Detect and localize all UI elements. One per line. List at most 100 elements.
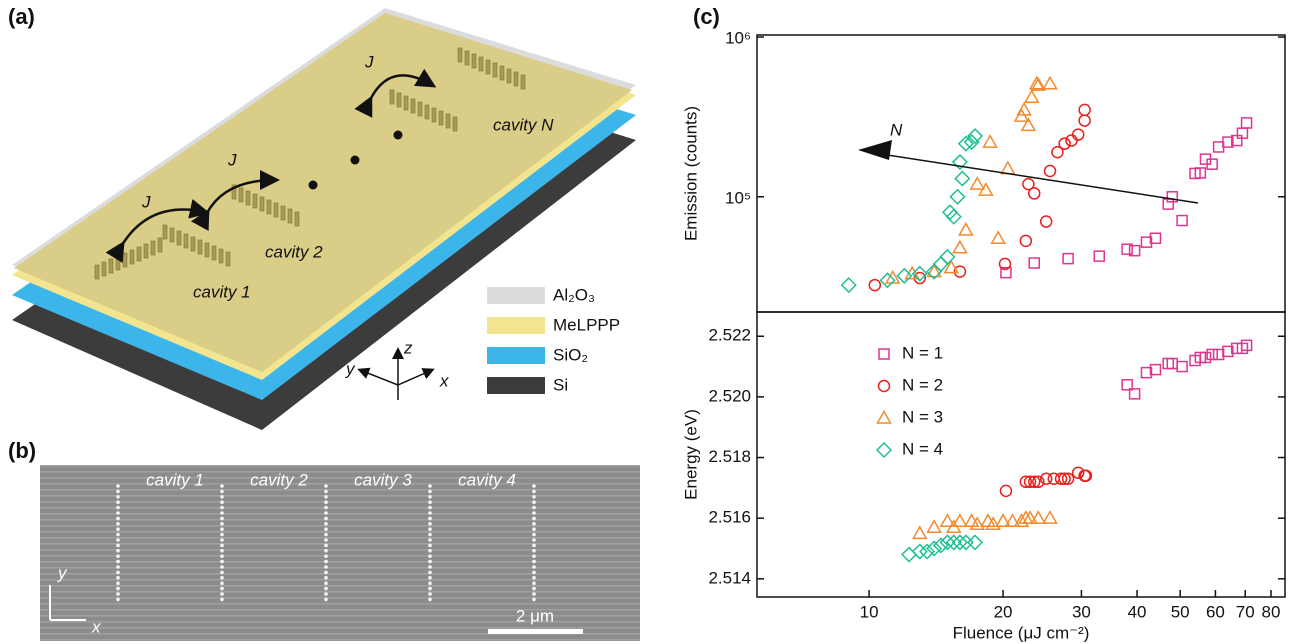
- hole: [428, 495, 432, 499]
- marker: [957, 135, 974, 152]
- marker: [953, 265, 967, 278]
- x-tick-label: 20: [994, 602, 1013, 621]
- hole: [532, 543, 536, 548]
- marker: [969, 516, 986, 530]
- marker: [1022, 510, 1038, 524]
- legend-swatch: [487, 317, 545, 334]
- marker: [1020, 117, 1037, 132]
- trend-arrowhead: [858, 140, 892, 160]
- x-tick-label: 80: [1262, 602, 1281, 621]
- hole: [428, 522, 432, 526]
- y-tick-label: 2.518: [708, 447, 751, 466]
- hole: [532, 549, 536, 553]
- marker: [951, 153, 968, 171]
- marker: [1176, 360, 1188, 373]
- legend-swatch: [487, 377, 545, 394]
- hole: [428, 581, 432, 585]
- marker: [1054, 472, 1068, 486]
- cavity-label: cavity 2: [250, 470, 308, 489]
- hole: [532, 559, 536, 564]
- hole: [428, 565, 432, 569]
- scale-bar-label: 2 μm: [516, 606, 554, 625]
- marker: [966, 534, 984, 551]
- hole: [324, 581, 328, 585]
- marker: [1039, 472, 1053, 486]
- scale-bar: [488, 629, 583, 634]
- panel-label: (c): [693, 4, 720, 29]
- hole: [428, 500, 432, 505]
- hole: [220, 505, 224, 510]
- marker: [1079, 469, 1093, 482]
- marker: [1149, 232, 1162, 245]
- marker: [932, 537, 949, 554]
- hole: [116, 489, 120, 494]
- marker: [1000, 266, 1012, 279]
- hole: [428, 538, 432, 542]
- marker: [1039, 215, 1053, 228]
- hole: [532, 500, 536, 505]
- hole: [220, 500, 224, 505]
- marker: [995, 513, 1011, 527]
- y-tick-label: 2.514: [708, 568, 751, 587]
- coupling-arrows: [105, 68, 437, 264]
- hole: [116, 586, 120, 591]
- x-tick-label: 50: [1171, 602, 1190, 621]
- marker: [926, 519, 942, 534]
- axis-label: x: [91, 617, 101, 636]
- marker: [1042, 510, 1058, 524]
- hole: [220, 576, 224, 580]
- legend-label: N = 4: [902, 439, 943, 458]
- hole: [532, 581, 536, 585]
- marker: [963, 134, 980, 151]
- hole: [220, 592, 224, 596]
- hole: [324, 489, 328, 494]
- hole: [220, 586, 224, 591]
- hole: [428, 559, 432, 564]
- marker: [1071, 466, 1085, 479]
- marker: [1194, 167, 1207, 179]
- hole: [116, 532, 120, 537]
- hole: [220, 532, 224, 537]
- plot-frame: [756, 311, 1286, 598]
- hole: [428, 597, 432, 602]
- marker: [998, 257, 1012, 271]
- marker: [1043, 164, 1057, 178]
- marker: [1065, 134, 1078, 147]
- hole: [324, 576, 328, 580]
- marker: [952, 513, 968, 527]
- marker: [1093, 250, 1106, 262]
- hole: [532, 505, 536, 510]
- hole: [220, 549, 224, 553]
- marker: [1016, 101, 1032, 116]
- charts: 10⁵ 10⁶ Emission (counts) 2.514 2.516 2.518 2.…: [681, 29, 1286, 642]
- marker: [1140, 366, 1153, 379]
- marker: [926, 540, 943, 557]
- hole: [324, 484, 328, 488]
- hole: [116, 500, 120, 505]
- marker: [1030, 77, 1047, 91]
- x-tick-label: 70: [1236, 602, 1255, 621]
- x-axis-label: Fluence (μJ cm⁻²): [953, 623, 1090, 642]
- hole: [220, 559, 224, 564]
- marker: [990, 230, 1006, 245]
- marker: [911, 543, 928, 560]
- hole: [532, 484, 536, 488]
- marker: [1051, 146, 1064, 159]
- marker: [978, 182, 994, 196]
- legend-label: N = 1: [902, 343, 943, 362]
- y-tick-label: 2.520: [708, 386, 751, 405]
- cavity-label: cavity 1: [146, 470, 204, 489]
- hole: [116, 511, 120, 515]
- hole: [428, 554, 432, 558]
- hole: [116, 581, 120, 585]
- legend-marker: [875, 441, 893, 459]
- hole: [116, 592, 120, 596]
- hole: [532, 511, 536, 515]
- marker: [985, 516, 1001, 530]
- hole: [532, 489, 536, 494]
- hole: [116, 527, 120, 531]
- hole: [116, 522, 120, 526]
- marker: [1022, 177, 1035, 191]
- hole: [324, 586, 328, 591]
- marker: [943, 259, 960, 274]
